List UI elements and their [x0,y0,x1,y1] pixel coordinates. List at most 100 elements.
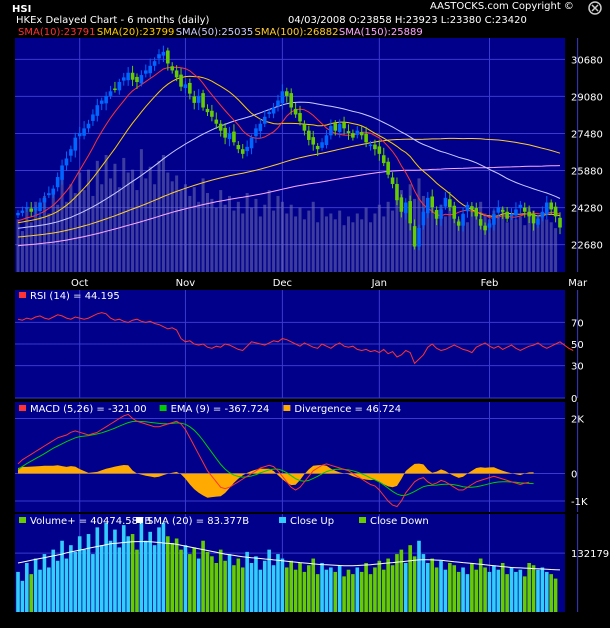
price-volume-shadow-bar [457,219,461,272]
volume-bar [218,549,223,612]
volume-bar [86,534,91,612]
candle-body [536,218,540,225]
candle-body [223,127,227,138]
price-axis-tick-label: 22680 [571,241,603,252]
price-volume-shadow-bar [219,190,223,272]
candle-body [377,146,382,154]
volume-bar [430,558,435,612]
price-volume-shadow-bar [461,213,465,272]
candle-body [201,93,205,108]
price-volume-shadow-bar [183,184,187,272]
volume-bar [315,574,320,612]
volume-bar [412,556,417,612]
price-volume-shadow-bar [280,201,284,272]
price-volume-shadow-bar [448,207,452,272]
volume-bar [505,574,509,612]
candle-body [461,214,465,226]
price-volume-shadow-bar [245,193,249,272]
volume-bar [223,560,227,612]
volume-legend-swatch [359,517,366,523]
price-volume-shadow-bar [496,216,500,272]
legend-entry: SMA(100):26882 [255,27,339,38]
price-volume-shadow-bar [501,207,505,272]
candle-body [351,132,355,138]
volume-bar [157,527,161,612]
volume-bar [152,545,157,612]
price-volume-shadow-bar [346,216,350,272]
price-volume-shadow-bar [175,175,179,272]
candle-body [487,223,492,228]
volume-bar [536,569,540,612]
price-volume-shadow-bar [360,219,364,272]
price-volume-shadow-bar [210,198,214,272]
price-volume-shadow-bar [201,178,205,272]
price-volume-shadow-bar [373,213,377,272]
price-volume-shadow-bar [492,210,496,272]
price-volume-shadow-bar [64,201,68,272]
price-volume-shadow-bar [426,207,430,272]
volume-legend-swatch [19,517,26,523]
candle-body [456,221,461,226]
candle-body [64,158,69,166]
candle-body [143,70,148,74]
sma50-line [17,101,561,229]
legend-entry: SMA(50):25035 [176,27,254,38]
candle-body [518,204,523,209]
price-volume-shadow-bar [117,187,121,272]
volume-bar [390,565,395,612]
price-volume-shadow-bar [192,187,196,272]
price-volume-shadow-bar [333,219,337,272]
volume-bar [254,556,258,612]
price-volume-shadow-bar [69,184,73,272]
price-volume-shadow-bar [505,222,509,272]
candle-body [69,149,73,156]
macd-legend-label: MACD (5,26) = -321.00 [30,404,147,415]
macd-axis-tick-label: 2K [571,415,584,426]
volume-bar [69,545,73,612]
volume-bar [324,569,329,612]
volume-bar [95,527,100,612]
volume-bar [55,560,60,612]
candle-body [60,165,64,180]
price-volume-shadow-bar [554,228,558,272]
candle-body [386,161,390,175]
candle-body [161,51,166,56]
price-volume-shadow-bar [25,207,29,272]
price-volume-shadow-bar [263,204,267,272]
candle-body [474,208,479,217]
candle-body [364,133,368,143]
panel-background [15,402,565,512]
volume-bar [82,549,86,612]
candle-body [86,123,91,129]
candle-body [558,217,562,228]
volume-bar [417,540,421,612]
sma10-line [17,66,561,222]
candle-body [82,128,86,136]
candle-body [262,116,267,124]
candle-body [329,126,333,136]
volume-bar [346,569,351,612]
volume-bar [174,538,179,612]
candle-body [478,219,483,226]
candle-body [333,123,338,131]
candle-body [417,227,421,247]
candle-body [47,193,51,196]
volume-bar [531,565,536,612]
candle-body [179,74,183,87]
price-axis-tick-label: 29080 [571,92,603,103]
candle-body [368,144,373,147]
candle-body [448,199,452,208]
candle-body [284,91,289,96]
price-volume-shadow-bar [144,178,148,272]
price-volume-shadow-bar [364,207,368,272]
candle-body [540,211,545,218]
candle-body [505,211,509,219]
candle-body [55,177,60,188]
volume-bar [434,567,439,612]
price-volume-shadow-bar [302,219,306,272]
price-volume-shadow-bar [532,210,536,272]
volume-bar [245,551,249,612]
volume-bar [373,567,377,612]
volume-bar [496,569,501,612]
